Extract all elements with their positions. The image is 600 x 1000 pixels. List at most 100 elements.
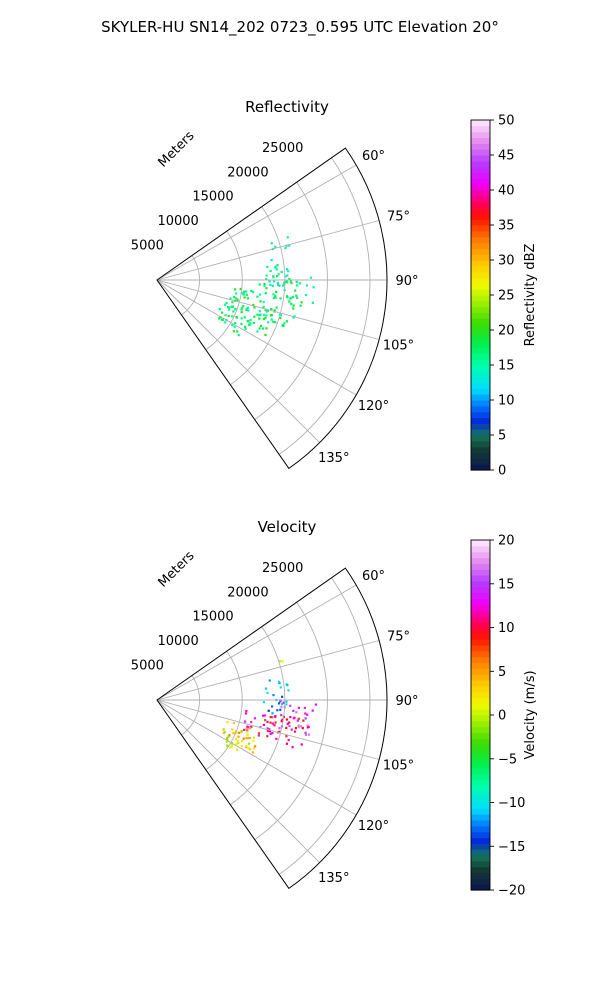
echo-gate: [295, 711, 298, 714]
echo-gate: [245, 710, 248, 713]
azimuth-tick-label: 90°: [395, 694, 418, 709]
colorbar-band: [471, 330, 490, 337]
echo-gate: [242, 305, 245, 308]
colorbar-band: [471, 435, 490, 442]
echo-gate: [281, 660, 284, 663]
echo-gate: [265, 274, 268, 277]
echo-gate: [267, 321, 270, 324]
azimuth-spoke: [156, 220, 380, 281]
echo-gate: [249, 727, 252, 730]
colorbar-band: [471, 715, 490, 722]
azimuth-tick-label: 60°: [362, 569, 385, 584]
echo-gate: [227, 314, 230, 317]
azimuth-tick-label: 135°: [318, 871, 349, 886]
colorbar-band: [471, 131, 490, 139]
echo-gate: [222, 728, 225, 731]
echo-gate: [285, 244, 288, 247]
colorbar-band: [471, 446, 490, 454]
colorbar-band: [471, 289, 490, 296]
colorbar-band: [471, 120, 490, 127]
echo-gate: [246, 297, 249, 300]
echo-gate: [252, 321, 255, 324]
echo-gate: [299, 304, 302, 307]
echo-gate: [246, 306, 249, 309]
colorbar-band: [471, 621, 490, 629]
echo-gate: [218, 317, 221, 320]
range-ring: [205, 230, 243, 351]
echo-gate: [281, 695, 284, 698]
colorbar-band: [471, 580, 490, 588]
echo-gate: [218, 308, 221, 311]
colorbar-band: [471, 685, 490, 693]
echo-gate: [278, 284, 281, 287]
colorbar-tick-label: 50: [498, 114, 515, 129]
colorbar-band: [471, 376, 490, 384]
echo-gate: [281, 324, 285, 327]
echo-gate: [275, 268, 278, 271]
echo-gate: [245, 293, 248, 296]
polar-grid: [156, 157, 387, 455]
colorbar-band: [471, 796, 490, 804]
echo-gate: [295, 280, 298, 284]
colorbar-band: [471, 190, 490, 197]
colorbar-band: [471, 610, 490, 617]
colorbar-band: [471, 225, 490, 232]
echo-gate: [248, 748, 251, 751]
echo-gate: [302, 719, 305, 722]
colorbar-band: [471, 277, 490, 284]
colorbar-band: [471, 382, 490, 389]
echo-gate: [294, 727, 297, 730]
figure-suptitle: SKYLER-HU SN14_202 0723_0.595 UTC Elevat…: [101, 18, 499, 37]
colorbar-band: [471, 761, 490, 769]
echo-gate: [258, 283, 261, 286]
colorbar-tick-label: −20: [498, 884, 525, 899]
colorbar-band: [471, 808, 490, 815]
echo-gate: [283, 283, 286, 286]
echo-gate: [312, 286, 315, 289]
colorbar-tick-label: 15: [498, 359, 515, 374]
colorbar-band: [471, 744, 490, 751]
colorbar-band: [471, 265, 490, 273]
echo-gate: [257, 732, 261, 735]
colorbar-band: [471, 207, 490, 214]
azimuth-tick-label: 135°: [318, 451, 349, 466]
range-tick-label: 20000: [227, 585, 268, 600]
colorbar-tick-label: −10: [498, 796, 525, 811]
colorbar-band: [471, 866, 490, 874]
echo-gate: [264, 308, 267, 311]
echo-gate: [271, 705, 274, 708]
colorbar-band: [471, 703, 490, 710]
echo-gate: [240, 308, 243, 311]
echo-gate: [292, 717, 295, 720]
echo-gate: [230, 744, 234, 747]
echo-gate: [232, 330, 235, 333]
echo-gate: [232, 310, 235, 313]
echo-gate: [291, 295, 295, 299]
echo-gate: [231, 324, 234, 327]
colorbar-band: [471, 820, 490, 827]
echo-gate: [234, 743, 238, 746]
colorbar-band: [471, 790, 490, 798]
echo-gate: [251, 751, 255, 754]
colorbar-band: [471, 674, 490, 681]
echo-gate: [301, 727, 304, 730]
azimuth-tick-label: 120°: [358, 399, 389, 414]
echo-gate: [245, 745, 248, 748]
colorbar-band: [471, 423, 490, 430]
echo-gate: [276, 709, 279, 712]
echo-gate: [278, 730, 281, 733]
echo-gate: [272, 275, 275, 278]
echo-gate: [305, 284, 308, 287]
colorbar-band: [471, 872, 490, 879]
echo-gate: [306, 713, 309, 716]
echo-gate: [240, 317, 243, 320]
echo-gate: [285, 268, 289, 271]
echo-gate: [279, 686, 282, 689]
echo-gate: [253, 315, 256, 318]
echo-gate: [286, 281, 289, 284]
range-tick-label: 15000: [192, 190, 233, 205]
echo-gate: [247, 309, 250, 312]
echo-gate: [285, 320, 289, 323]
echo-gate: [270, 259, 273, 262]
echo-gate: [272, 320, 275, 323]
